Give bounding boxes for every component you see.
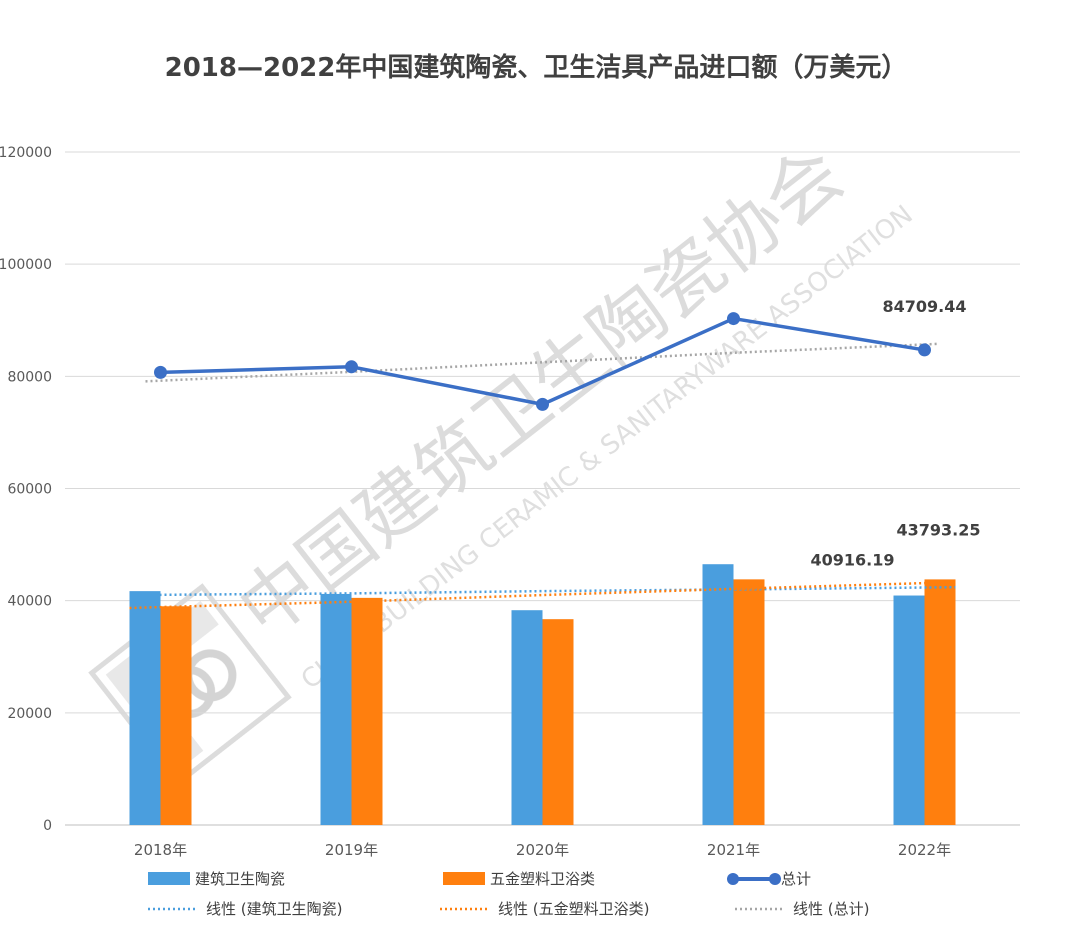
legend-label-trend-hardware: 线性 (五金塑料卫浴类) bbox=[498, 900, 649, 918]
legend-label-trend-total: 线性 (总计) bbox=[793, 900, 869, 918]
x-tick-label: 2020年 bbox=[516, 841, 569, 859]
watermark-english: CHINA BUILDING CERAMIC & SANITARYWARE AS… bbox=[296, 200, 919, 696]
legend-label-total: 总计 bbox=[781, 870, 811, 888]
total-point bbox=[918, 343, 931, 357]
legend-label-trend-ceramic: 线性 (建筑卫生陶瓷) bbox=[206, 900, 342, 918]
data-label: 40916.19 bbox=[810, 551, 894, 570]
legend-swatch-hardware bbox=[443, 872, 485, 885]
legend-marker-total-end bbox=[769, 873, 781, 885]
data-label: 84709.44 bbox=[882, 297, 966, 316]
x-tick-label: 2018年 bbox=[134, 841, 187, 859]
legend-label-ceramic: 建筑卫生陶瓷 bbox=[195, 870, 285, 888]
bar-ceramic bbox=[702, 564, 734, 825]
legend: 建筑卫生陶瓷 五金塑料卫浴类 总计 线性 (建筑卫生陶瓷) 线性 (五金塑料卫浴… bbox=[148, 870, 869, 918]
bar-hardware bbox=[924, 579, 956, 825]
y-tick-label: 40000 bbox=[7, 594, 52, 610]
bar-ceramic bbox=[129, 591, 161, 825]
watermark-chinese: 中国建筑卫生陶瓷协会 bbox=[223, 131, 859, 654]
x-tick-label: 2019年 bbox=[325, 841, 378, 859]
y-tick-label: 100000 bbox=[0, 257, 52, 273]
bar-ceramic bbox=[511, 610, 543, 825]
bar-ceramic bbox=[320, 593, 352, 825]
bars bbox=[129, 564, 956, 825]
y-tick-label: 0 bbox=[43, 818, 52, 834]
y-axis: 0 20000 40000 60000 80000 100000 120000 bbox=[0, 145, 52, 834]
total-point bbox=[536, 397, 549, 411]
bar-hardware bbox=[733, 579, 765, 825]
watermark: 中国建筑卫生陶瓷协会 CHINA BUILDING CERAMIC & SANI… bbox=[88, 131, 919, 787]
data-label: 43793.25 bbox=[896, 520, 980, 539]
bar-hardware bbox=[160, 606, 192, 825]
y-tick-label: 120000 bbox=[0, 145, 52, 161]
x-tick-label: 2021年 bbox=[707, 841, 760, 859]
total-line bbox=[154, 312, 931, 411]
total-point bbox=[727, 312, 740, 326]
bar-hardware bbox=[351, 597, 383, 825]
y-tick-label: 80000 bbox=[7, 369, 52, 385]
bar-hardware bbox=[542, 619, 574, 825]
x-axis: 2018年 2019年 2020年 2021年 2022年 bbox=[134, 841, 951, 859]
y-tick-label: 60000 bbox=[7, 482, 52, 498]
legend-swatch-ceramic bbox=[148, 872, 190, 885]
total-point bbox=[345, 360, 358, 374]
chart-title: 2018—2022年中国建筑陶瓷、卫生洁具产品进口额（万美元） bbox=[165, 52, 908, 83]
x-tick-label: 2022年 bbox=[898, 841, 951, 859]
grid bbox=[65, 151, 1020, 826]
legend-marker-total bbox=[727, 873, 739, 885]
legend-label-hardware: 五金塑料卫浴类 bbox=[490, 870, 595, 888]
y-tick-label: 20000 bbox=[7, 706, 52, 722]
bar-ceramic bbox=[893, 595, 925, 825]
total-point bbox=[154, 365, 167, 379]
